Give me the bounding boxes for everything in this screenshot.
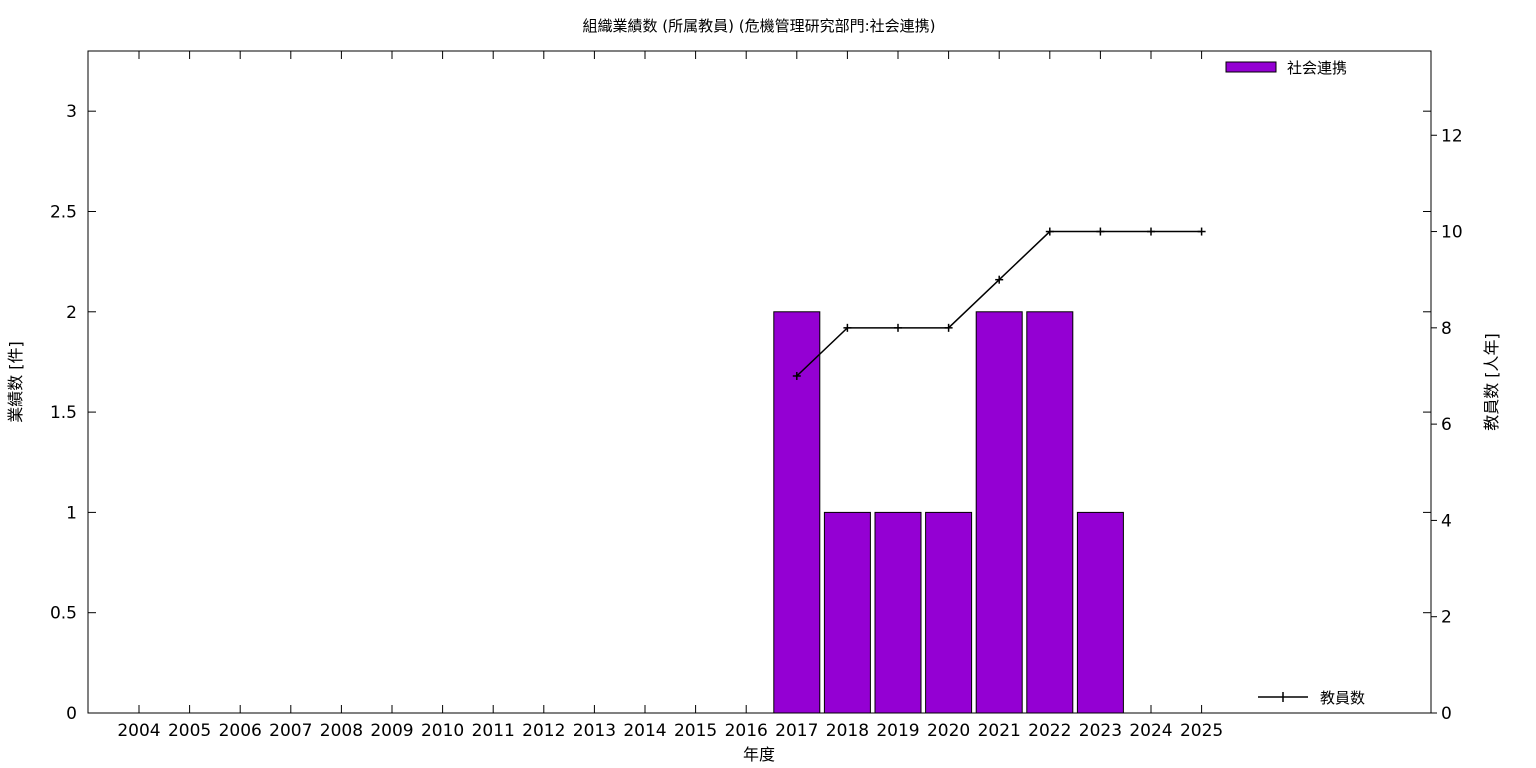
y2-tick-label: 2	[1441, 608, 1452, 628]
x-tick-label: 2016	[725, 721, 768, 741]
x-tick-label: 2025	[1180, 721, 1223, 741]
y-axis-label: 業績数 [件]	[6, 341, 25, 423]
x-tick-label: 2004	[117, 721, 160, 741]
x-tick-label: 2024	[1129, 721, 1172, 741]
y-tick-label: 1	[66, 503, 77, 523]
x-tick-label: 2010	[421, 721, 464, 741]
bar	[773, 311, 821, 714]
legend-bar: 社会連携	[1225, 59, 1347, 77]
y-tick-label: 0	[66, 704, 77, 724]
x-tick-label: 2008	[320, 721, 363, 741]
line-series	[792, 227, 1206, 380]
bar	[823, 511, 871, 714]
y-axis-left: 0 0.5 1 1.5 2 2.5 3	[50, 102, 1431, 724]
x-tick-label: 2021	[978, 721, 1021, 741]
x-tick-label: 2011	[472, 721, 515, 741]
x-tick-label: 2023	[1079, 721, 1122, 741]
y-tick-label: 2	[66, 303, 77, 323]
bar	[874, 511, 922, 714]
x-tick-label: 2019	[876, 721, 919, 741]
x-axis: 2004 2005 2006 2007 2008 2009 2010 2011 2012 2013…	[117, 51, 1223, 741]
y-tick-label: 1.5	[50, 403, 77, 423]
y2-tick-label: 0	[1441, 704, 1452, 724]
bar-series	[773, 311, 1124, 714]
bar	[925, 511, 973, 714]
x-tick-label: 2012	[522, 721, 565, 741]
x-tick-label: 2020	[927, 721, 970, 741]
x-tick-label: 2022	[1028, 721, 1071, 741]
x-tick-label: 2015	[674, 721, 717, 741]
y-tick-label: 0.5	[50, 604, 77, 624]
y2-axis-label: 教員数 [人年]	[1482, 333, 1501, 431]
plot-frame	[87, 50, 1432, 714]
y2-tick-label: 12	[1441, 126, 1463, 146]
y-axis-right: 0 2 4 6 8 10 12	[1431, 126, 1463, 724]
x-tick-label: 2017	[775, 721, 818, 741]
legend-bar-label: 社会連携	[1287, 59, 1347, 77]
bar	[1076, 511, 1124, 714]
legend-line: 教員数	[1258, 689, 1365, 707]
bar	[1026, 311, 1074, 714]
y2-tick-label: 10	[1441, 223, 1463, 243]
y2-tick-label: 4	[1441, 511, 1452, 531]
y2-tick-label: 8	[1441, 319, 1452, 339]
y-tick-label: 2.5	[50, 202, 77, 222]
legend-line-label: 教員数	[1320, 689, 1365, 707]
chart-title: 組織業績数 (所属教員) (危機管理研究部門:社会連携)	[582, 17, 935, 35]
x-tick-label: 2005	[168, 721, 211, 741]
x-tick-label: 2007	[269, 721, 312, 741]
x-axis-label: 年度	[743, 745, 775, 764]
x-tick-label: 2014	[623, 721, 666, 741]
x-tick-label: 2009	[370, 721, 413, 741]
y-tick-label: 3	[66, 102, 77, 122]
x-tick-label: 2006	[219, 721, 262, 741]
y2-tick-label: 6	[1441, 415, 1452, 435]
legend-bar-swatch	[1225, 61, 1277, 73]
x-tick-label: 2013	[573, 721, 616, 741]
bar	[975, 311, 1023, 714]
x-tick-label: 2018	[826, 721, 869, 741]
